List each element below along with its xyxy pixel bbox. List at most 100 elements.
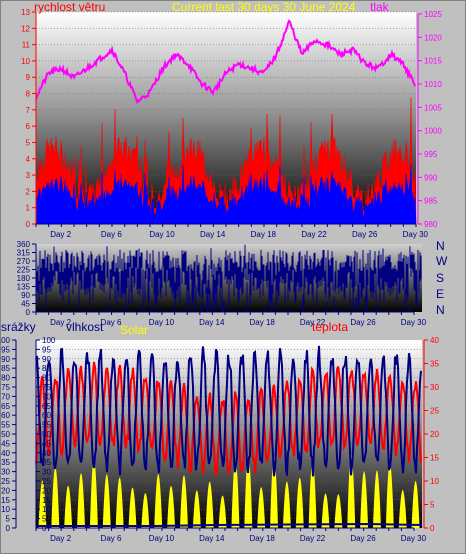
wind-speed-tick-label: 8 — [26, 90, 31, 99]
rain-tick-label: 85 — [1, 364, 10, 373]
rain-tick-label: 80 — [1, 374, 10, 383]
compass-n-top: N — [436, 239, 445, 253]
solar-series — [38, 454, 420, 528]
humidity-line — [35, 345, 422, 477]
solar-day-peak — [372, 470, 381, 528]
humidity-tick-label: 50 — [42, 430, 51, 439]
humidity-tick-label: 10 — [42, 505, 51, 514]
pressure-tick-label: 985 — [424, 197, 438, 206]
solar-day-peak — [154, 474, 163, 528]
humidity-tick-label: 20 — [42, 486, 51, 495]
rain-tick-label: 75 — [1, 383, 10, 392]
humidity-tick-label: 5 — [42, 515, 47, 524]
solar-day-peak — [231, 459, 240, 528]
rain-tick-label: 0 — [6, 524, 11, 533]
compass-n-bottom: N — [436, 303, 445, 317]
wind-average-area — [35, 164, 417, 225]
axes — [12, 11, 428, 531]
wind-speed-tick-label: 12 — [21, 24, 30, 33]
temperature-label: teplota — [312, 320, 349, 334]
solar-day-peak — [347, 454, 356, 528]
pressure-tick-label: 980 — [424, 220, 438, 229]
wind-speed-tick-label: 1 — [26, 204, 31, 213]
solar-day-peak — [64, 485, 73, 528]
wind-direction-tick-label: 0 — [26, 308, 31, 317]
humidity-tick-label: 30 — [42, 468, 51, 477]
solar-day-peak — [205, 481, 214, 528]
solar-day-peak — [257, 487, 266, 528]
chart-title: Current last 30 days 30 June 2024 — [172, 0, 356, 14]
rain-tick-label: 30 — [1, 468, 10, 477]
panel2-day-tick-label: Day 26 — [350, 318, 376, 327]
rain-tick-label: 70 — [1, 392, 10, 401]
rain-tick-label: 5 — [6, 515, 11, 524]
panel3-day-tick-label: Day 26 — [350, 534, 376, 543]
panel1-day-tick-label: Day 6 — [101, 230, 122, 239]
wind-direction-tick-label: 270 — [17, 257, 31, 266]
solar-day-peak — [308, 461, 317, 528]
panel2-day-tick-label: Day 30 — [401, 318, 427, 327]
wind-speed-tick-label: 11 — [22, 41, 31, 50]
rain-tick-label: 50 — [1, 430, 10, 439]
panel3-day-tick-label: Day 6 — [101, 534, 122, 543]
wind-speed-tick-label: 6 — [26, 122, 31, 131]
wind-speed-tick-label: 7 — [26, 106, 31, 115]
rain-tick-label: 45 — [1, 439, 10, 448]
humidity-tick-label: 45 — [42, 439, 51, 448]
solar-day-peak — [321, 493, 330, 528]
humidity-tick-label: 40 — [42, 449, 51, 458]
pressure-line — [35, 19, 416, 105]
tick-labels: 0123456789101112139809859909951000100510… — [0, 8, 442, 543]
compass-s: S — [436, 271, 445, 285]
rain-tick-label: 10 — [1, 505, 10, 514]
solar-day-peak — [244, 455, 253, 528]
temperature-tick-label: 15 — [430, 454, 439, 463]
rain-line — [36, 522, 423, 527]
humidity-tick-label: 80 — [42, 374, 51, 383]
humidity-tick-label: 55 — [42, 421, 51, 430]
rain-tick-label: 100 — [0, 336, 11, 345]
solar-day-peak — [77, 473, 86, 528]
panel2-day-tick-label: Day 22 — [300, 318, 326, 327]
wind-speed-tick-label: 13 — [21, 8, 30, 17]
solar-day-peak — [360, 471, 369, 528]
pressure-tick-label: 1020 — [424, 33, 442, 42]
wind-speed-tick-label: 10 — [21, 57, 30, 66]
humidity-tick-label: 90 — [42, 355, 51, 364]
wind-speed-tick-label: 0 — [26, 220, 31, 229]
compass-e: E — [436, 287, 445, 301]
humidity-tick-label: 0 — [42, 524, 47, 533]
rain-tick-label: 95 — [1, 345, 10, 354]
solar-day-peak — [192, 490, 201, 528]
solar-day-peak — [128, 487, 137, 528]
wind-speed-tick-label: 2 — [26, 187, 31, 196]
temperature-line — [35, 361, 422, 478]
humidity-tick-label: 25 — [42, 477, 51, 486]
pressure-tick-label: 1000 — [424, 127, 442, 136]
temperature-tick-label: 25 — [430, 407, 439, 416]
wind-direction-tick-label: 45 — [21, 300, 30, 309]
wind-speed-label: rychlost větru — [34, 0, 106, 14]
humidity-tick-label: 95 — [42, 345, 51, 354]
compass-w: W — [436, 254, 448, 268]
temperature-tick-label: 5 — [430, 501, 435, 510]
wind-speed-tick-label: 5 — [26, 138, 31, 147]
wind-average-series — [35, 164, 417, 225]
humidity-tick-label: 75 — [42, 383, 51, 392]
rain-tick-label: 25 — [1, 477, 10, 486]
humidity-label: vlhkost — [66, 320, 104, 334]
solar-day-peak — [398, 489, 407, 528]
wind-speed-tick-label: 9 — [26, 73, 31, 82]
solar-day-peak — [411, 480, 420, 528]
solar-day-peak — [270, 456, 279, 528]
humidity-tick-label: 35 — [42, 458, 51, 467]
solar-label: Solar — [120, 323, 149, 337]
humidity-tick-label: 100 — [42, 336, 56, 345]
pressure-tick-label: 995 — [424, 150, 438, 159]
solar-day-peak — [51, 467, 60, 528]
temperature-tick-label: 40 — [430, 336, 439, 345]
rain-tick-label: 20 — [1, 486, 10, 495]
solar-day-peak — [167, 485, 176, 528]
pressure-tick-label: 990 — [424, 173, 438, 182]
panel1-day-tick-label: Day 22 — [301, 230, 327, 239]
